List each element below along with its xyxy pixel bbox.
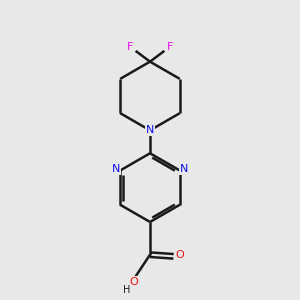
Text: F: F	[167, 42, 173, 52]
Text: H: H	[123, 285, 130, 295]
Text: N: N	[146, 125, 154, 135]
Text: N: N	[179, 164, 188, 174]
Text: O: O	[129, 277, 138, 287]
Text: N: N	[112, 164, 121, 174]
Text: F: F	[127, 42, 133, 52]
Text: O: O	[176, 250, 184, 260]
